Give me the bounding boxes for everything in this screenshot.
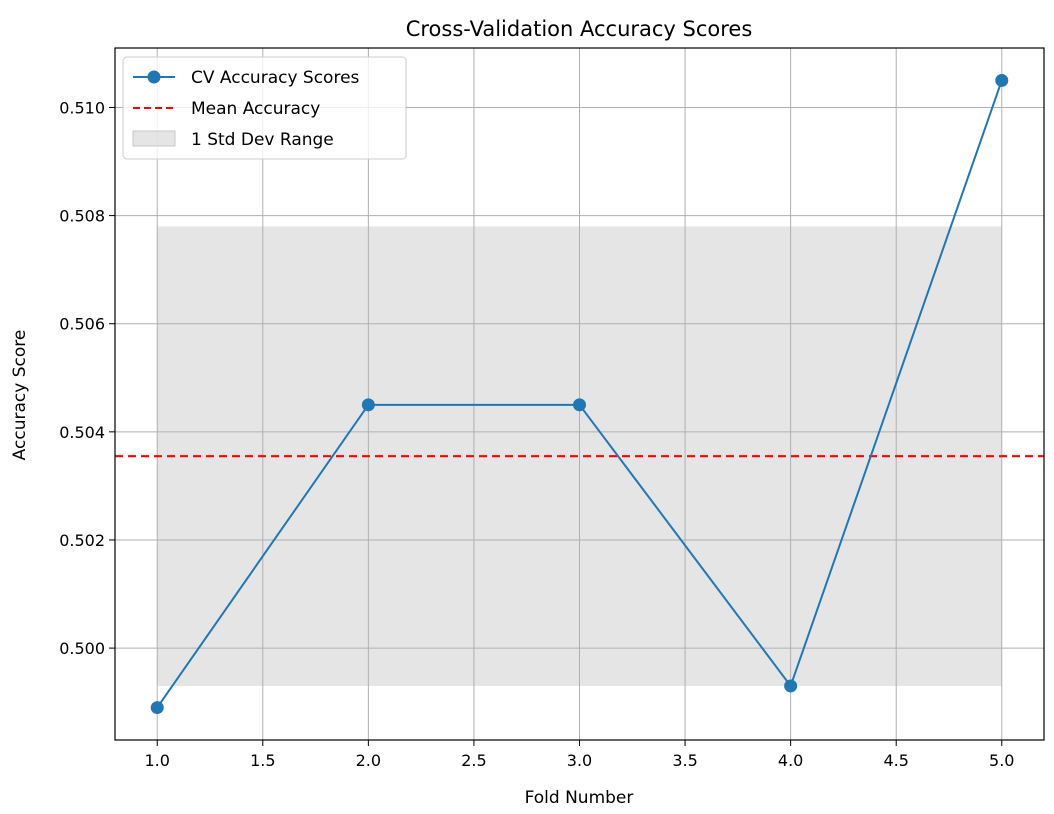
data-point — [150, 701, 164, 715]
grid-layer — [115, 48, 1044, 740]
x-tick-label: 4.0 — [778, 751, 803, 770]
legend-mean-label: Mean Accuracy — [191, 99, 320, 119]
data-point — [995, 73, 1009, 87]
x-tick-label: 1.0 — [145, 751, 170, 770]
x-tick-label: 4.5 — [883, 751, 908, 770]
y-tick-label: 0.506 — [59, 315, 105, 334]
legend-series-label: CV Accuracy Scores — [191, 68, 360, 88]
y-tick-label: 0.502 — [59, 531, 105, 550]
ticks-layer: 1.0 1.5 2.0 2.5 3.0 3.5 4.0 4.5 5.0 0.500 0.502 0.5… — [59, 98, 1014, 770]
y-tick-label: 0.510 — [59, 98, 105, 117]
legend-box — [122, 56, 407, 160]
x-tick-label: 3.5 — [672, 751, 697, 770]
legend: CV Accuracy Scores Mean Accuracy 1 Std D… — [122, 56, 407, 160]
legend-band-swatch — [132, 130, 176, 147]
y-axis-label: Accuracy Score — [10, 330, 30, 461]
x-tick-label: 2.5 — [461, 751, 486, 770]
data-point — [361, 398, 375, 412]
x-tick-label: 3.0 — [567, 751, 592, 770]
y-tick-label: 0.500 — [59, 639, 105, 658]
series-layer — [150, 73, 1009, 715]
y-tick-label: 0.504 — [59, 423, 105, 442]
x-tick-label: 2.0 — [356, 751, 381, 770]
x-axis-label: Fold Number — [525, 788, 634, 808]
chart-title: Cross-Validation Accuracy Scores — [406, 17, 753, 41]
legend-band-label: 1 Std Dev Range — [191, 130, 334, 150]
data-point — [573, 398, 586, 412]
x-tick-label: 1.5 — [250, 751, 275, 770]
data-point — [784, 679, 798, 693]
legend-series-swatch-marker — [147, 70, 161, 84]
x-tick-label: 5.0 — [989, 751, 1014, 770]
y-tick-label: 0.508 — [59, 207, 105, 226]
